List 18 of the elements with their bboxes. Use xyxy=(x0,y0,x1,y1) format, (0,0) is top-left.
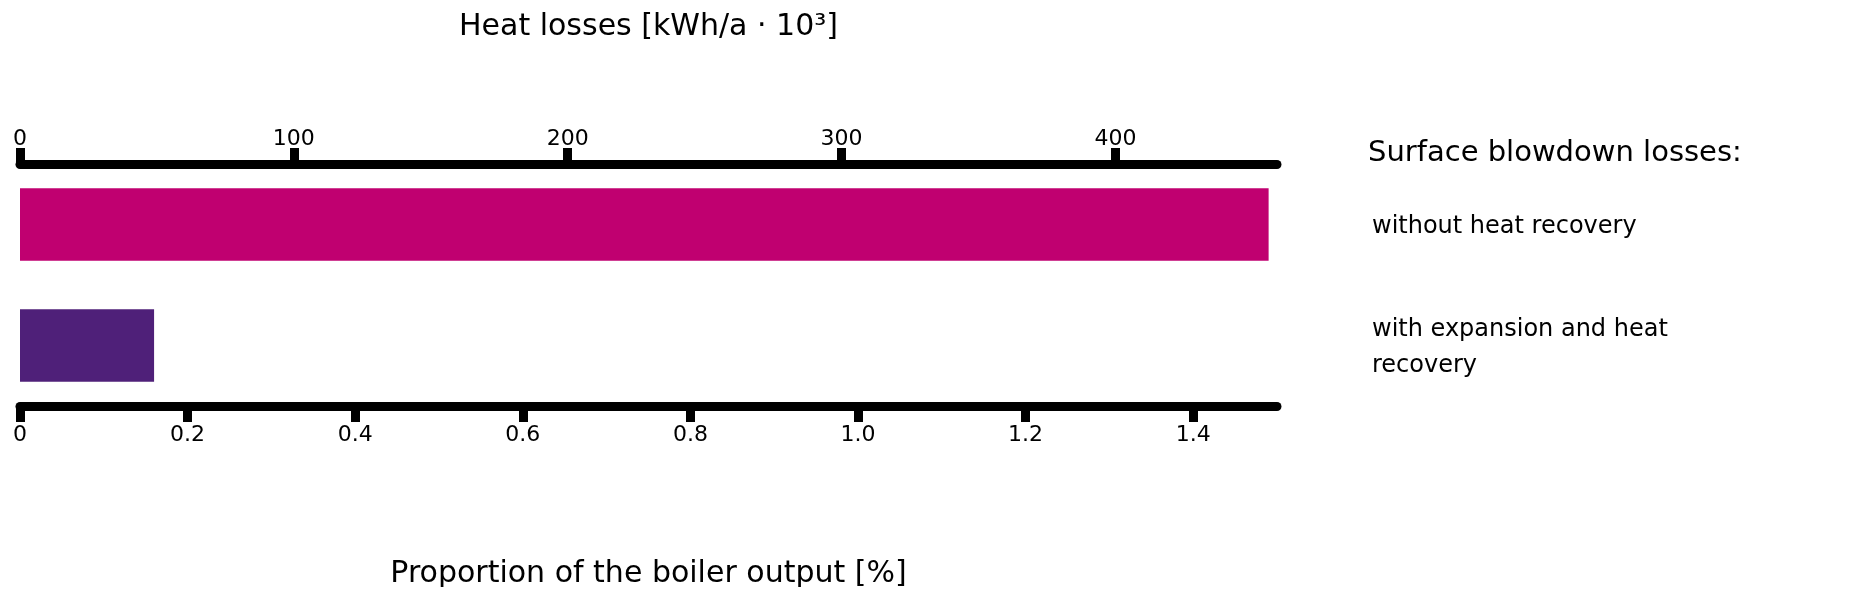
x-tick-label: 0.2 xyxy=(170,420,206,446)
x2-tick-label: 200 xyxy=(546,124,589,150)
x2-tick-label: 100 xyxy=(272,124,315,150)
y-tick-label: with expansion and heat recovery xyxy=(1372,313,1676,378)
x-tick-label: 0 xyxy=(13,420,27,446)
x-axis-title: Proportion of the boiler output [%] xyxy=(390,553,907,589)
x2-tick-label: 400 xyxy=(1094,124,1137,150)
y-tick-label: without heat recovery xyxy=(1372,210,1637,239)
x-tick-label: 1.2 xyxy=(1008,420,1044,446)
x-tick-label: 1.4 xyxy=(1175,420,1211,446)
x2-tick-label: 0 xyxy=(13,124,27,150)
x2-tick-label: 300 xyxy=(820,124,863,150)
legend-title: Surface blowdown losses: xyxy=(1368,133,1742,168)
x-tick-label: 0.8 xyxy=(672,420,708,446)
x-tick-label: 0.4 xyxy=(337,420,373,446)
x-tick-label: 1.0 xyxy=(840,420,876,446)
x2-axis-title: Heat losses [kWh/a · 10³] xyxy=(458,6,839,42)
x-tick-label: 0.6 xyxy=(505,420,541,446)
